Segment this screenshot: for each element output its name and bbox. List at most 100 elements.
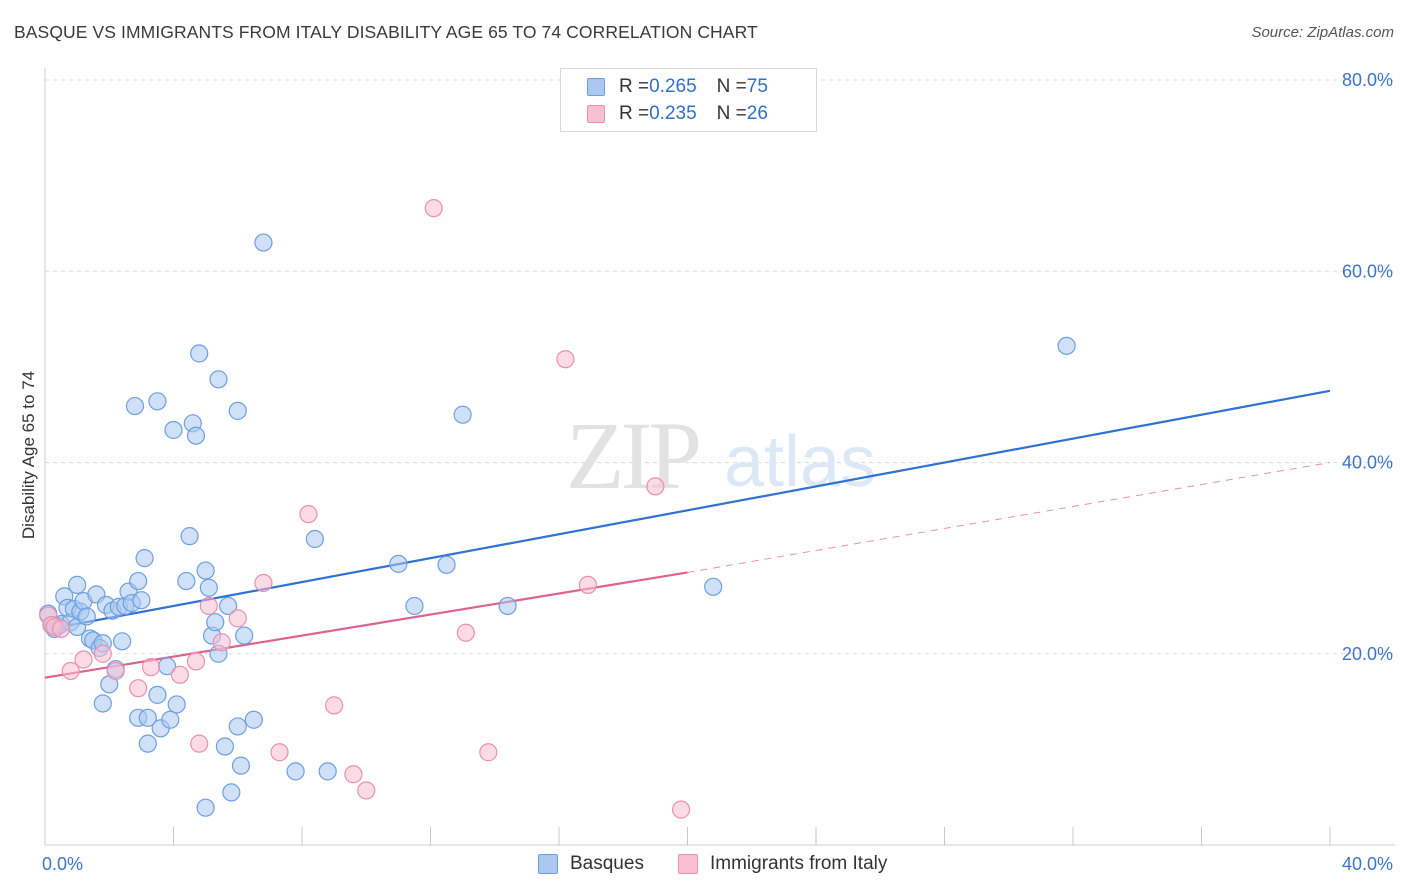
axis-layer [44,68,1395,846]
basque-point [125,396,145,416]
basque-point [132,591,151,610]
basque-point [231,756,251,775]
italy-point [270,743,289,762]
basque-point [453,405,472,424]
italy-point [106,661,125,681]
italy-point [254,573,273,593]
legend-r-label: R = [619,103,650,124]
bottom-legend-label: Basques [570,853,644,874]
legend-swatch-pink [587,105,605,123]
basque-point [180,527,199,546]
correlation-legend: R = 0.265 N = 75 R = 0.235 N = 26 [560,68,817,132]
italy-point [170,665,190,684]
basque-point [389,554,408,573]
basque-point [138,734,157,753]
basque-point [704,577,723,596]
basque-point [177,571,196,591]
italy-point [556,350,575,369]
basque-point [164,420,183,440]
italy-point [93,644,112,663]
italy-point [424,199,443,218]
legend-r-value: 0.235 [649,103,697,124]
bottom-legend-basques: Basques [538,852,644,876]
italy-point [479,743,498,762]
basque-point [206,613,225,632]
y-tick-label: 20.0% [1342,644,1393,664]
italy-point [74,650,93,669]
basque-point [77,607,96,626]
basque-point [228,401,247,420]
basque-point [219,596,238,616]
legend-r-value: 0.265 [649,76,697,97]
y-tick-label: 40.0% [1342,453,1393,473]
legend-row-italy: R = 0.235 N = 26 [587,103,768,125]
y-axis-label: Disability Age 65 to 74 [19,371,38,539]
italy-point [61,661,80,681]
basque-point [222,783,241,802]
basque-point [1057,336,1076,355]
basque-point [138,708,157,727]
basque-point [186,426,206,445]
italy-point [344,765,363,784]
italy-point [357,781,376,800]
italy-point [228,609,247,628]
basque-point [305,529,324,549]
basque-point [209,370,228,389]
basque-point [228,717,247,736]
italy-point [141,658,161,677]
watermark-zip: ZIP [566,402,699,509]
italy-point [325,696,344,715]
basque-point [235,626,254,645]
italy-point [212,633,231,652]
basque-point [190,344,209,363]
legend-r-label: R = [619,76,650,97]
basque-point [93,694,112,713]
basque-point [405,596,424,616]
basque-point [318,762,337,781]
italy-trend-extension [687,462,1331,573]
label-layer: 20.0% 40.0% 60.0% 80.0% 0.0% 40.0% [42,70,1393,874]
bottom-legend-label: Immigrants from Italy [710,853,888,874]
legend-n-value: 75 [746,76,768,97]
basque-point [196,798,215,817]
bottom-legend-swatch-blue [538,854,558,874]
basque-point [68,575,87,595]
italy-point [186,652,206,671]
legend-swatch-blue [587,78,605,96]
italy-point [646,477,665,496]
legend-n-value: 26 [746,103,768,124]
italy-point [51,619,71,638]
grid-layer [45,79,1395,655]
basque-point [254,233,273,252]
source-label: Source: ZipAtlas.com [1251,24,1394,41]
italy-point [671,800,691,819]
basque-point [286,762,305,781]
basque-point [148,392,167,411]
chart-title: BASQUE VS IMMIGRANTS FROM ITALY DISABILI… [14,22,758,42]
italy-point [578,575,598,595]
italy-point [299,505,318,524]
legend-row-basques: R = 0.265 N = 75 [587,76,768,98]
italy-point [129,679,148,698]
basque-point [437,555,456,574]
y-tick-label: 80.0% [1342,70,1393,90]
basque-point [135,549,154,568]
points-layer [39,199,1076,819]
x-tick-label: 40.0% [1342,854,1393,874]
basque-point [161,710,180,729]
x-tick-label: 0.0% [42,854,83,874]
italy-point [456,623,475,642]
italy-point [199,596,218,616]
basque-point [215,737,234,756]
legend-n-label: N = [716,103,747,124]
basque-point [167,695,186,714]
basque-point [244,710,263,729]
basque-point [196,561,215,580]
basque-point [148,685,167,704]
basque-point [129,571,148,591]
italy-point [190,734,209,753]
bottom-legend-swatch-pink [678,854,698,874]
watermark: ZIP atlas [566,402,876,509]
bottom-legend-italy: Immigrants from Italy [678,852,887,876]
